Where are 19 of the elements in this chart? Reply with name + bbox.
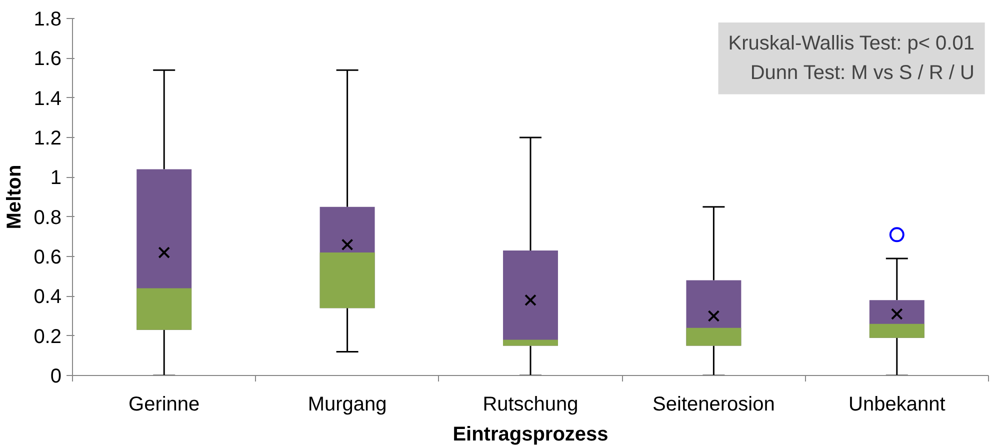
y-tick-label: 1.6 <box>34 48 62 70</box>
y-tick-label: 0.8 <box>34 206 62 229</box>
y-tick-label: 0.6 <box>34 246 62 268</box>
x-tick-label: Murgang <box>308 394 387 416</box>
y-tick-label: 1.4 <box>34 88 62 110</box>
x-axis-title: Eintragsprozess <box>452 424 608 446</box>
x-tick-label: Rutschung <box>482 394 578 416</box>
x-tick-label: Seitenerosion <box>652 394 775 416</box>
y-tick-label: 0.2 <box>34 326 62 348</box>
y-tick-label: 0 <box>50 366 62 388</box>
x-tick-label: Unbekannt <box>848 394 946 416</box>
annotation: Dunn Test: M vs S / R / U <box>750 62 974 84</box>
y-tick-label: 1.8 <box>34 8 62 30</box>
y-tick-label: 1.2 <box>34 128 62 150</box>
x-tick-label: Gerinne <box>128 394 200 416</box>
annotation: Kruskal-Wallis Test: p< 0.01 <box>728 32 974 54</box>
y-tick-label: 1 <box>50 167 62 190</box>
y-tick-label: 0.4 <box>34 286 62 308</box>
y-axis-title: Melton <box>4 164 26 230</box>
